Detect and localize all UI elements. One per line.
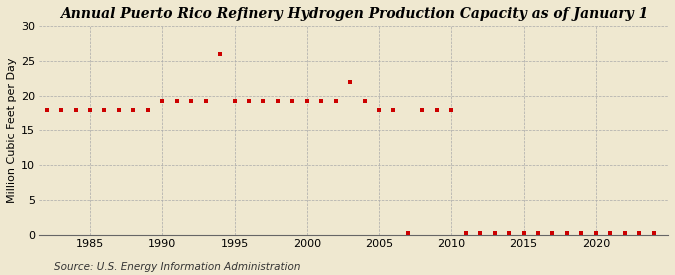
- Point: [489, 231, 500, 235]
- Point: [70, 108, 81, 112]
- Point: [518, 231, 529, 235]
- Point: [330, 98, 341, 103]
- Point: [55, 108, 66, 112]
- Point: [374, 108, 385, 112]
- Point: [258, 98, 269, 103]
- Point: [402, 231, 413, 235]
- Point: [157, 98, 167, 103]
- Point: [619, 231, 630, 235]
- Point: [460, 231, 471, 235]
- Point: [128, 108, 139, 112]
- Point: [215, 52, 225, 56]
- Point: [634, 231, 645, 235]
- Point: [388, 108, 399, 112]
- Point: [547, 231, 558, 235]
- Y-axis label: Million Cubic Feet per Day: Million Cubic Feet per Day: [7, 58, 17, 203]
- Point: [99, 108, 110, 112]
- Text: Source: U.S. Energy Information Administration: Source: U.S. Energy Information Administ…: [54, 262, 300, 272]
- Point: [287, 98, 298, 103]
- Point: [171, 98, 182, 103]
- Point: [417, 108, 428, 112]
- Point: [316, 98, 327, 103]
- Point: [431, 108, 442, 112]
- Point: [576, 231, 587, 235]
- Point: [142, 108, 153, 112]
- Point: [562, 231, 572, 235]
- Point: [359, 98, 370, 103]
- Point: [200, 98, 211, 103]
- Point: [84, 108, 95, 112]
- Title: Annual Puerto Rico Refinery Hydrogen Production Capacity as of January 1: Annual Puerto Rico Refinery Hydrogen Pro…: [59, 7, 648, 21]
- Point: [446, 108, 457, 112]
- Point: [345, 80, 356, 84]
- Point: [301, 98, 312, 103]
- Point: [273, 98, 284, 103]
- Point: [475, 231, 485, 235]
- Point: [533, 231, 543, 235]
- Point: [648, 231, 659, 235]
- Point: [229, 98, 240, 103]
- Point: [605, 231, 616, 235]
- Point: [244, 98, 254, 103]
- Point: [113, 108, 124, 112]
- Point: [504, 231, 514, 235]
- Point: [186, 98, 196, 103]
- Point: [591, 231, 601, 235]
- Point: [41, 108, 52, 112]
